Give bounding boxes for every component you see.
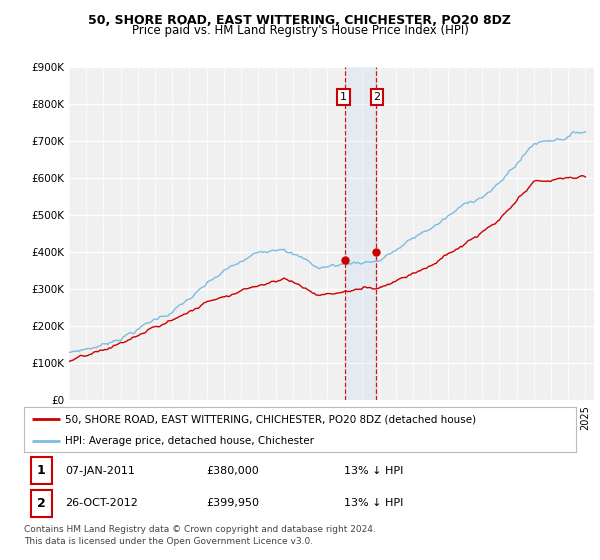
Text: 13% ↓ HPI: 13% ↓ HPI xyxy=(344,466,404,475)
Text: 1: 1 xyxy=(340,92,347,102)
Text: £380,000: £380,000 xyxy=(206,466,259,475)
Bar xyxy=(345,67,376,400)
FancyBboxPatch shape xyxy=(31,490,52,517)
Text: 13% ↓ HPI: 13% ↓ HPI xyxy=(344,498,404,508)
Text: 50, SHORE ROAD, EAST WITTERING, CHICHESTER, PO20 8DZ (detached house): 50, SHORE ROAD, EAST WITTERING, CHICHEST… xyxy=(65,414,476,424)
Text: 1: 1 xyxy=(37,464,46,477)
Text: HPI: Average price, detached house, Chichester: HPI: Average price, detached house, Chic… xyxy=(65,436,314,446)
FancyBboxPatch shape xyxy=(31,458,52,484)
Text: 07-JAN-2011: 07-JAN-2011 xyxy=(65,466,135,475)
Text: 2: 2 xyxy=(37,497,46,510)
Text: 26-OCT-2012: 26-OCT-2012 xyxy=(65,498,138,508)
Text: 2: 2 xyxy=(374,92,380,102)
Text: Contains HM Land Registry data © Crown copyright and database right 2024.
This d: Contains HM Land Registry data © Crown c… xyxy=(24,525,376,546)
Text: 50, SHORE ROAD, EAST WITTERING, CHICHESTER, PO20 8DZ: 50, SHORE ROAD, EAST WITTERING, CHICHEST… xyxy=(89,14,511,27)
Text: £399,950: £399,950 xyxy=(206,498,259,508)
Text: Price paid vs. HM Land Registry's House Price Index (HPI): Price paid vs. HM Land Registry's House … xyxy=(131,24,469,37)
